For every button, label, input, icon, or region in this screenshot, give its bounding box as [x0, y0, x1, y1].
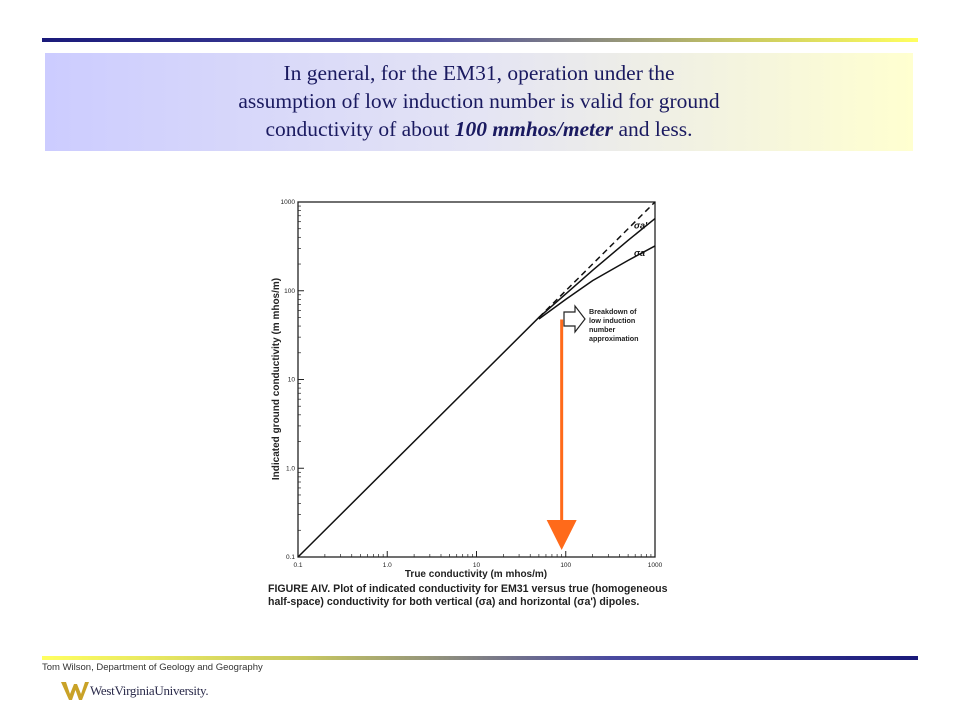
annotation-line-1: Breakdown of — [589, 307, 637, 316]
y-axis-label: Indicated ground conductivity (m mhos/m) — [271, 278, 282, 480]
slide-title: In general, for the EM31, operation unde… — [45, 59, 913, 143]
annotation-line-3: number — [589, 325, 616, 334]
title-line-3-pre: conductivity of about — [265, 117, 455, 141]
caption-label: FIGURE AIV. — [268, 583, 331, 595]
y-tick-label: 1.0 — [286, 465, 295, 472]
x-tick-label: 1000 — [648, 562, 663, 569]
wvu-logo: WestVirginiaUniversity. — [60, 678, 280, 704]
x-tick-label: 100 — [560, 562, 571, 569]
title-line-3-emphasis: 100 mmhos/meter — [454, 117, 614, 141]
series-name-label: σa' — [634, 221, 648, 231]
y-tick-label: 1000 — [281, 199, 296, 206]
x-tick-label: 0.1 — [293, 562, 302, 569]
series-line-2 — [538, 245, 656, 320]
title-line-3-post: and less. — [613, 117, 693, 141]
conductivity-figure: 0.1 0.1 1.0 1.0 10 10 100 100 1000 1000 σa' σa Ind… — [262, 188, 670, 626]
conductivity-chart: 0.10.1 1.0 1.0 10 10 100 100 1000 1000 σa' σa Ind… — [271, 199, 663, 580]
annotation-line-4: approximation — [589, 334, 639, 343]
bottom-rule — [42, 656, 918, 660]
breakdown-annotation: Breakdown of low induction number approx… — [563, 304, 639, 343]
top-rule — [42, 38, 918, 42]
y-tick-label: 0.1 — [286, 554, 295, 561]
y-tick-label: 10 — [288, 377, 296, 384]
x-tick-label: 10 — [473, 562, 481, 569]
series-name-label: σa — [634, 248, 645, 258]
title-line-3: conductivity of about 100 mmhos/meter an… — [45, 115, 913, 143]
hollow-arrow-icon — [563, 304, 586, 334]
x-tick-label: 1.0 — [383, 562, 392, 569]
series-line-1 — [297, 218, 656, 558]
series-line-0 — [538, 201, 656, 319]
title-line-2: assumption of low induction number is va… — [238, 89, 720, 113]
university-name: WestVirginiaUniversity. — [90, 683, 209, 698]
flying-wv-icon — [61, 682, 89, 700]
title-box: In general, for the EM31, operation unde… — [45, 53, 913, 151]
caption-text: Plot of indicated conductivity for EM31 … — [268, 583, 668, 608]
figure-caption: FIGURE AIV. Plot of indicated conductivi… — [268, 583, 668, 609]
y-tick-label: 100 — [284, 288, 295, 295]
x-axis-label: True conductivity (m mhos/m) — [405, 569, 547, 580]
annotation-line-2: low induction — [589, 316, 635, 325]
footer-author: Tom Wilson, Department of Geology and Ge… — [42, 662, 263, 673]
title-line-1: In general, for the EM31, operation unde… — [283, 61, 675, 85]
